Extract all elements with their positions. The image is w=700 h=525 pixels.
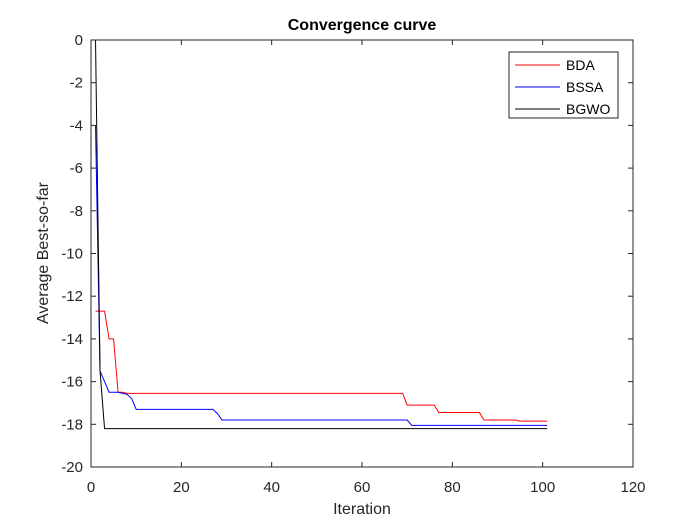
x-tick-label: 80 (444, 479, 461, 496)
y-tick-label: -12 (61, 288, 83, 305)
x-tick-label: 120 (620, 479, 645, 496)
ticks-layer: 0 20 40 60 80 100 120 0 -2 -4 -6 -8 -10 -12 -14 -16 -18 -… (61, 32, 645, 496)
y-tick-label: -14 (61, 331, 83, 348)
y-tick-label: -18 (61, 416, 83, 433)
x-tick-label: 60 (354, 479, 371, 496)
series-line-bgwo (95, 39, 548, 430)
series-layer (95, 39, 548, 430)
y-tick-label: -8 (70, 203, 83, 220)
legend-box (508, 51, 619, 119)
legend-label-bda: BDA (566, 57, 595, 73)
legend-label-bgwo: BGWO (566, 101, 610, 117)
legend-label-bssa: BSSA (566, 79, 604, 95)
y-tick-label: 0 (75, 32, 83, 49)
x-tick-label: 100 (530, 479, 555, 496)
y-tick-label: -6 (70, 160, 83, 177)
y-tick-label: -4 (70, 117, 83, 134)
y-axis-label: Average Best-so-far (35, 181, 52, 324)
series-line-bssa (95, 125, 548, 426)
y-tick-label: -20 (61, 459, 83, 476)
x-axis-label: Iteration (333, 501, 391, 518)
legend: BDA BSSA BGWO (508, 51, 619, 119)
series-line-bda (95, 310, 548, 422)
y-tick-label: -10 (61, 246, 83, 263)
x-tick-label: 20 (173, 479, 190, 496)
chart-title: Convergence curve (288, 17, 437, 34)
y-tick-label: -16 (61, 374, 83, 391)
x-tick-label: 0 (87, 479, 95, 496)
y-tick-label: -2 (70, 75, 83, 92)
x-tick-label: 40 (263, 479, 280, 496)
